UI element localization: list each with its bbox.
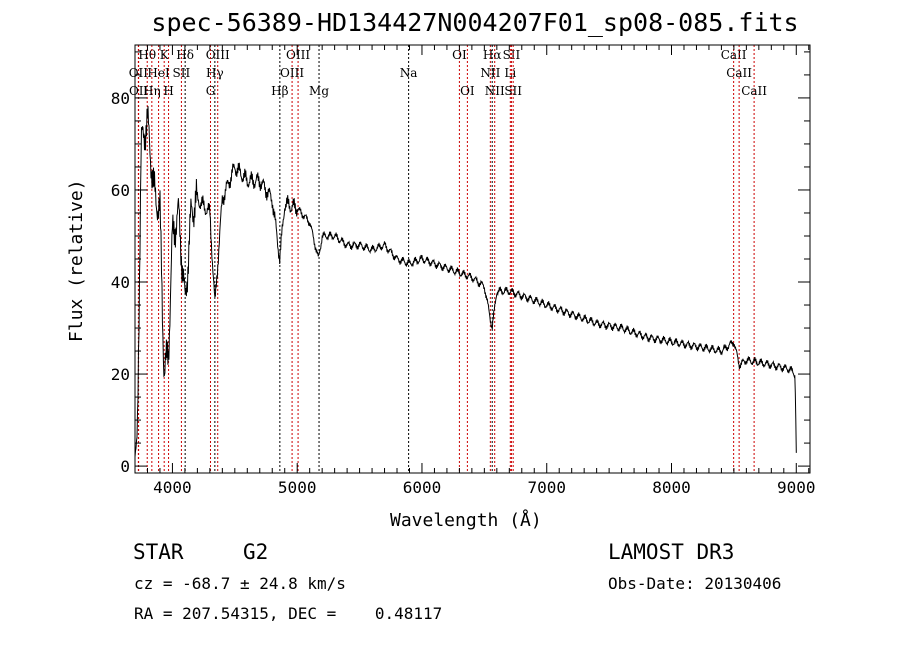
y-tick-label: 20 [111, 365, 130, 384]
chart-title: spec-56389-HD134427N004207F01_sp08-085.f… [151, 8, 799, 37]
spectral-line-label: H [163, 84, 173, 98]
spectral-line-label: Hδ [176, 48, 194, 62]
spectral-line-label: NII [480, 66, 500, 80]
spectral-line-label: HeI [147, 66, 170, 80]
y-tick-label: 0 [120, 457, 130, 476]
x-tick-label: 9000 [777, 478, 816, 497]
spectral-line-label: CaII [721, 48, 747, 62]
y-tick-label: 80 [111, 89, 130, 108]
spectral-line-label: OIII [286, 48, 310, 62]
y-tick-label: 60 [111, 181, 130, 200]
spectral-line-label: OII [129, 84, 149, 98]
spectral-line-label: OI [460, 84, 475, 98]
spectral-line-label: Mg [309, 84, 329, 98]
x-axis-label: Wavelength (Å) [390, 510, 542, 531]
spectral-line-label: CaII [741, 84, 767, 98]
spectral-line-label: SII [173, 66, 191, 80]
y-axis-label: Flux (relative) [66, 179, 87, 342]
spectral-line-label: OIII [280, 66, 304, 80]
survey-label: LAMOST DR3 [608, 540, 735, 564]
obs-date: Obs-Date: 20130406 [608, 574, 782, 593]
object-class: STAR [133, 540, 184, 564]
spectral-line-label: Hβ [271, 84, 288, 98]
spectral-line-label: Hθ [138, 48, 156, 62]
spectral-line-label: G [206, 84, 216, 98]
x-tick-label: 8000 [652, 478, 691, 497]
redshift-text: cz = -68.7 ± 24.8 km/s [134, 574, 346, 593]
x-tick-label: 7000 [527, 478, 566, 497]
x-tick-label: 4000 [153, 478, 192, 497]
x-tick-label: 6000 [403, 478, 442, 497]
spectral-line-label: OI [452, 48, 467, 62]
spectral-line-label: NII [485, 84, 505, 98]
plot-frame [134, 44, 811, 474]
spectral-line-label: SII [504, 84, 522, 98]
spectral-line-label: K [160, 48, 170, 62]
spectral-line-label: SII [503, 48, 521, 62]
spectrum-line [134, 106, 797, 457]
spectral-line-label: Na [400, 66, 418, 80]
spectral-line-label: CaII [726, 66, 752, 80]
object-subclass: G2 [243, 540, 269, 564]
x-tick-label: 5000 [278, 478, 317, 497]
spectral-line-label: OIII [206, 48, 230, 62]
spectral-line-label: Hη [143, 84, 161, 98]
y-tick-label: 40 [111, 273, 130, 292]
spectral-line-label: Hγ [206, 66, 224, 80]
spectral-line-label: Li [504, 66, 516, 80]
spectral-line-label: Hα [483, 48, 502, 62]
coordinates-text: RA = 207.54315, DEC = 0.48117 [134, 604, 443, 623]
